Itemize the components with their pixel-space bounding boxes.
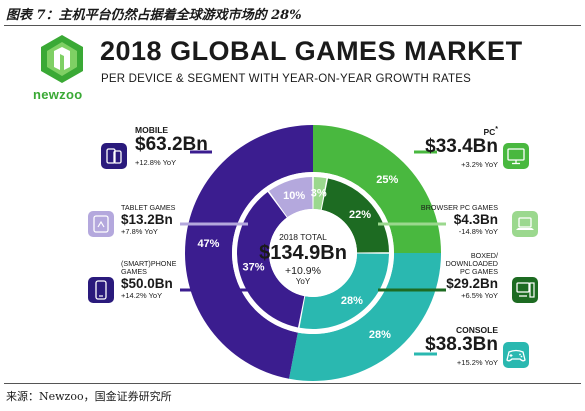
newzoo-logo-text: newzoo bbox=[33, 87, 83, 102]
inner-segment-tablet-games bbox=[268, 177, 313, 218]
center-total-yoy: YoY bbox=[295, 277, 311, 286]
tablet-label: TABLET GAMES $13.2Bn +7.8% YoY bbox=[121, 203, 176, 237]
pc-monitor-icon bbox=[503, 143, 529, 169]
inner-pct-label-console: 28% bbox=[341, 295, 363, 307]
figure-caption: 图表 7：主机平台仍然占据着全球游戏市场的 28% bbox=[6, 8, 302, 23]
boxed-name-line2: DOWNLOADED bbox=[445, 259, 498, 268]
percent-labels: 25% 28% 47% 3% 22% 28% 37% 10% bbox=[197, 174, 398, 341]
inner-segment-browser-pc-games bbox=[313, 177, 327, 210]
tablet-value: $13.2Bn bbox=[121, 212, 173, 227]
inner-pct-label-browser-pc-games: 3% bbox=[311, 187, 327, 199]
mobile-label: MOBILE $63.2Bn +12.8% YoY bbox=[135, 126, 208, 167]
console-name: CONSOLE bbox=[455, 325, 498, 335]
laptop-icon bbox=[512, 211, 538, 237]
pc-footnote-star: * bbox=[495, 126, 498, 133]
pc-value: $33.4Bn bbox=[425, 135, 498, 157]
browser-yoy: -14.8% YoY bbox=[458, 227, 498, 236]
browser-label: BROWSER PC GAMES $4.3Bn -14.8% YoY bbox=[420, 203, 498, 237]
mobile-icon bbox=[101, 143, 127, 169]
figure-source: 来源：Newzoo，国金证券研究所 bbox=[6, 390, 172, 403]
gamepad-icon bbox=[503, 342, 529, 368]
outer-pct-label-console: 28% bbox=[369, 329, 391, 341]
outer-segment-pc bbox=[313, 125, 441, 253]
outer-pct-label-pc: 25% bbox=[376, 174, 398, 186]
console-label: CONSOLE $38.3Bn +15.2% YoY bbox=[425, 326, 498, 367]
console-value: $38.3Bn bbox=[425, 334, 498, 355]
phone-name-line2: GAMES bbox=[121, 267, 147, 276]
inner-pct-label-tablet-games: 10% bbox=[283, 190, 305, 202]
inner-segment-smart-phone-games bbox=[237, 191, 305, 328]
phone-value: $50.0Bn bbox=[121, 276, 173, 291]
boxed-name-line1: BOXED/ bbox=[470, 251, 498, 260]
desktop-pc-icon bbox=[512, 277, 538, 303]
center-total-growth: +10.9% bbox=[285, 265, 321, 277]
chart-title: 2018 GLOBAL GAMES MARKET bbox=[100, 36, 523, 66]
donut-center-hole bbox=[269, 209, 357, 297]
pc-yoy: +3.2% YoY bbox=[461, 159, 498, 169]
tablet-yoy: +7.8% YoY bbox=[121, 227, 158, 236]
pc-label: PC* $33.4Bn +3.2% YoY bbox=[425, 126, 498, 169]
console-yoy: +15.2% YoY bbox=[456, 358, 498, 367]
center-total-title: 2018 TOTAL bbox=[279, 232, 327, 242]
browser-value: $4.3Bn bbox=[453, 212, 498, 227]
inner-pct-label-smart-phone-games: 37% bbox=[242, 261, 264, 273]
boxed-value: $29.2Bn bbox=[446, 276, 498, 291]
outer-segment-mobile bbox=[185, 125, 313, 379]
phone-name-line1: (SMART)PHONE bbox=[121, 259, 177, 268]
center-total: 2018 TOTAL $134.9Bn +10.9% YoY bbox=[248, 232, 358, 286]
inner-segment-console bbox=[299, 253, 389, 329]
browser-name: BROWSER PC GAMES bbox=[420, 203, 498, 212]
phone-label: (SMART)PHONE GAMES $50.0Bn +14.2% YoY bbox=[121, 259, 177, 301]
caption-rule-top bbox=[4, 25, 581, 26]
phone-yoy: +14.2% YoY bbox=[121, 291, 163, 300]
caption-rule-bottom bbox=[4, 383, 581, 384]
outer-segment-console bbox=[289, 253, 441, 381]
boxed-name-line3: PC GAMES bbox=[460, 267, 498, 276]
tablet-icon bbox=[88, 211, 114, 237]
mobile-yoy: +12.8% YoY bbox=[135, 158, 177, 167]
tablet-name: TABLET GAMES bbox=[121, 203, 176, 212]
mobile-value: $63.2Bn bbox=[135, 134, 208, 155]
label-connectors bbox=[180, 150, 446, 356]
center-total-value: $134.9Bn bbox=[259, 242, 347, 264]
pc-name: PC* bbox=[483, 126, 498, 137]
phone-icon bbox=[88, 277, 114, 303]
inner-segment-boxed-downloaded-pc-games bbox=[321, 178, 389, 253]
boxed-yoy: +6.5% YoY bbox=[461, 291, 498, 300]
inner-pct-label-boxed-downloaded-pc-games: 22% bbox=[349, 209, 371, 221]
newzoo-logo-icon bbox=[41, 35, 83, 83]
donut-rings bbox=[185, 125, 441, 381]
outer-pct-label-mobile: 47% bbox=[197, 238, 219, 250]
boxed-label: BOXED/ DOWNLOADED PC GAMES $29.2Bn +6.5%… bbox=[445, 251, 498, 301]
mobile-name: MOBILE bbox=[135, 125, 169, 135]
chart-subtitle: PER DEVICE & SEGMENT WITH YEAR-ON-YEAR G… bbox=[101, 73, 471, 85]
